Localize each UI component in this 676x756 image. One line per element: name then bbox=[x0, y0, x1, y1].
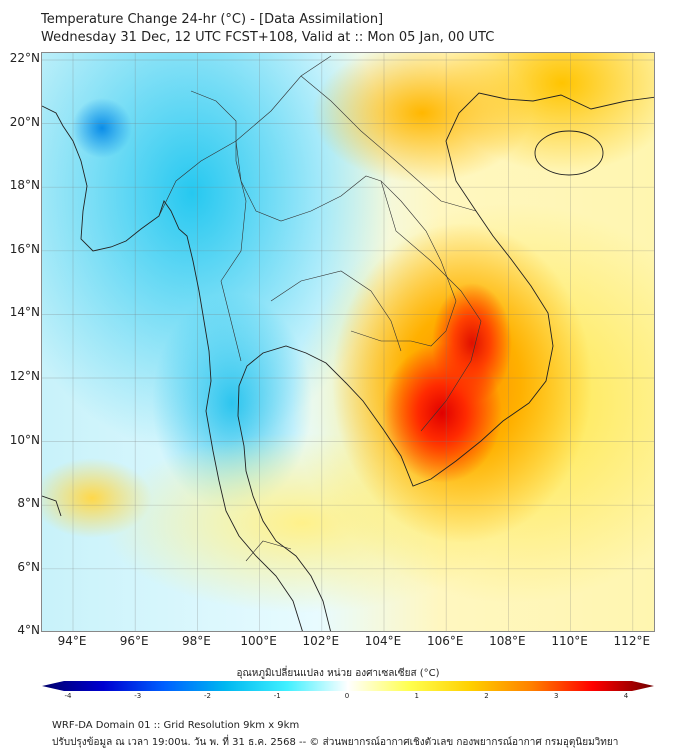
colorbar-fill bbox=[42, 681, 654, 691]
lat-label: 10°N bbox=[9, 432, 40, 447]
lon-label: 106°E bbox=[426, 634, 464, 648]
lon-label: 104°E bbox=[364, 634, 402, 648]
colorbar-tick-label: -4 bbox=[64, 692, 72, 700]
footer-credit: ปรับปรุงข้อมูล ณ เวลา 19:00น. วัน พ. ที่… bbox=[52, 737, 619, 748]
lat-label: 6°N bbox=[17, 559, 40, 574]
coastlines bbox=[42, 92, 654, 631]
lon-label: 102°E bbox=[302, 634, 340, 648]
lat-label: 14°N bbox=[9, 305, 40, 320]
lon-label: 96°E bbox=[119, 634, 149, 648]
colorbar-tick-label: 0 bbox=[344, 692, 350, 700]
country-borders bbox=[158, 55, 482, 562]
figure-title: Temperature Change 24-hr (°C) - [Data As… bbox=[41, 12, 384, 27]
colorbar bbox=[42, 681, 654, 691]
lon-label: 100°E bbox=[240, 634, 277, 648]
lat-label: 12°N bbox=[9, 369, 40, 383]
lat-label: 22°N bbox=[9, 51, 40, 65]
graticule bbox=[42, 53, 654, 631]
colorbar-tick-label: 4 bbox=[623, 692, 629, 700]
colorbar-tick-label: -3 bbox=[134, 692, 142, 700]
temperature-change-map bbox=[41, 52, 655, 632]
lat-label: 18°N bbox=[9, 178, 40, 193]
map-overlay bbox=[42, 53, 654, 631]
colorbar-tick-label: -2 bbox=[204, 692, 211, 700]
figure-subtitle: Wednesday 31 Dec, 12 UTC FCST+108, Valid… bbox=[41, 30, 495, 45]
lon-label: 98°E bbox=[181, 634, 211, 648]
lon-label: 112°E bbox=[613, 634, 651, 648]
colorbar-tick-label: 3 bbox=[554, 692, 559, 700]
lon-label: 108°E bbox=[489, 634, 526, 648]
lon-label: 94°E bbox=[57, 634, 87, 648]
colorbar-tick-label: 1 bbox=[414, 692, 419, 700]
lat-label: 8°N bbox=[17, 496, 40, 511]
lon-label: 110°E bbox=[551, 634, 588, 648]
colorbar-label: อุณหภูมิเปลี่ยนแปลง หน่วย องศาเซลเซียส (… bbox=[236, 668, 440, 679]
lat-label: 4°N bbox=[17, 623, 40, 638]
footer-model-info: WRF-DA Domain 01 :: Grid Resolution 9km … bbox=[52, 720, 300, 731]
colorbar-tick-label: 2 bbox=[484, 692, 489, 700]
colorbar-tick-label: -1 bbox=[273, 692, 281, 700]
lat-label: 16°N bbox=[9, 241, 40, 256]
lat-label: 20°N bbox=[9, 114, 40, 129]
